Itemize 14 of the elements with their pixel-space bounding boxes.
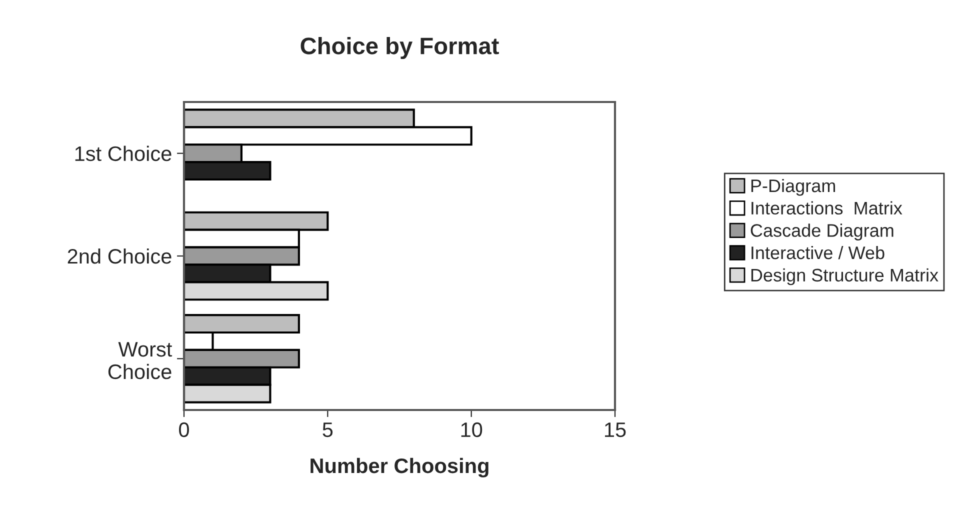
x-tick-label: 0 xyxy=(179,422,189,438)
legend-label: Interactions Matrix xyxy=(752,201,902,215)
x-tick-label: 10 xyxy=(461,422,482,438)
chart-title: Choice by Format xyxy=(300,36,499,60)
legend-label: P-Diagram xyxy=(751,178,836,196)
x-axis-title: Number Choosing xyxy=(310,458,488,478)
y-tick-label: 2nd Choice xyxy=(68,248,172,264)
x-tick-label: 5 xyxy=(322,422,333,438)
legend-label: Interactive / Web xyxy=(752,246,884,260)
y-tick-label: Worst Choice xyxy=(108,342,172,380)
x-tick-label: 15 xyxy=(605,422,626,438)
legend-label: Cascade Diagram xyxy=(750,224,894,240)
y-tick-label: 1st Choice xyxy=(75,146,172,162)
legend-label: Design Structure Matrix xyxy=(751,268,938,286)
